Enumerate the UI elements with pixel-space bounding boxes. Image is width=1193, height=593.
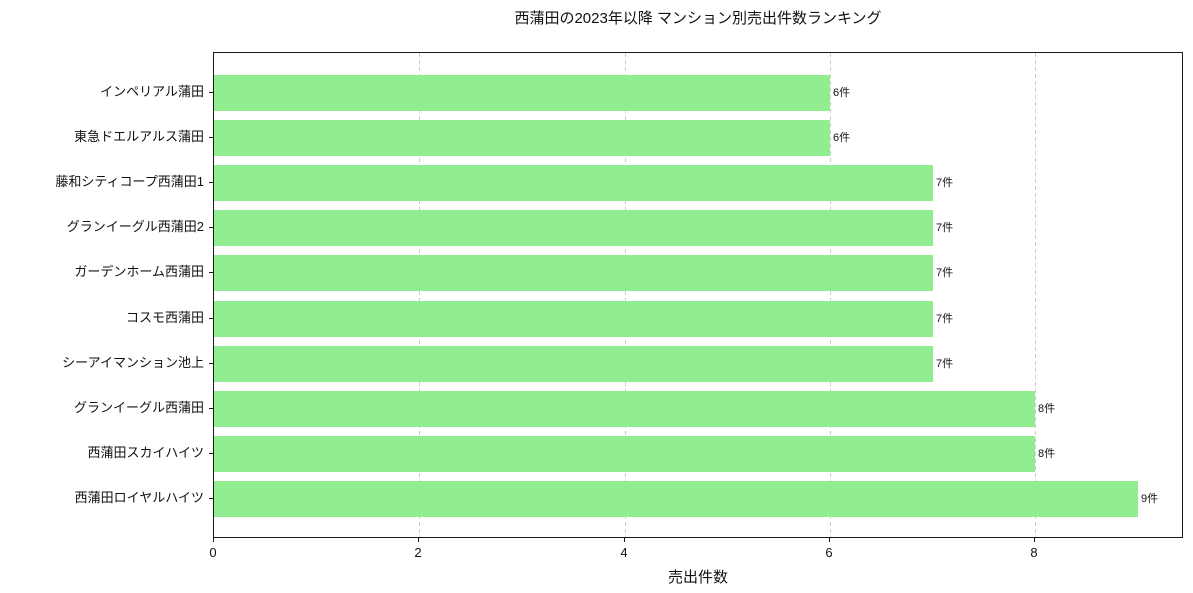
bar <box>214 436 1035 472</box>
y-tick-label: インペリアル蒲田 <box>100 84 204 99</box>
y-tick-mark <box>209 453 213 454</box>
bar <box>214 210 933 246</box>
gridline <box>625 53 626 537</box>
y-tick-label: 西蒲田ロイヤルハイツ <box>74 490 204 505</box>
bar-value-label: 8件 <box>1038 448 1056 460</box>
x-tick-mark <box>829 538 830 542</box>
y-tick-label: 西蒲田スカイハイツ <box>87 445 204 460</box>
y-tick-label: グランイーグル西蒲田2 <box>66 219 204 234</box>
bar-value-label: 9件 <box>1141 493 1159 505</box>
x-tick-label: 2 <box>414 545 422 560</box>
bar-value-label: 7件 <box>936 313 954 325</box>
y-tick-mark <box>209 137 213 138</box>
bar <box>214 255 933 291</box>
y-tick-label: ガーデンホーム西蒲田 <box>74 264 204 279</box>
y-tick-mark <box>209 498 213 499</box>
gridline <box>830 53 831 537</box>
bar-value-label: 7件 <box>936 267 954 279</box>
bar <box>214 481 1138 517</box>
bar <box>214 391 1035 427</box>
x-axis-label: 売出件数 <box>667 569 728 586</box>
bar-value-label: 7件 <box>936 222 954 234</box>
y-tick-label: 東急ドエルアルス蒲田 <box>74 129 204 144</box>
y-tick-mark <box>209 182 213 183</box>
bar-value-label: 8件 <box>1038 403 1056 415</box>
y-tick-mark <box>209 227 213 228</box>
bar-value-label: 7件 <box>936 358 954 370</box>
bar <box>214 346 933 382</box>
chart-title: 西蒲田の2023年以降 マンション別売出件数ランキング <box>514 10 882 27</box>
bar <box>214 75 830 111</box>
bar-value-label: 6件 <box>833 132 851 144</box>
x-tick-label: 8 <box>1030 545 1038 560</box>
bar <box>214 165 933 201</box>
x-tick-label: 0 <box>209 545 217 560</box>
y-tick-label: シーアイマンション池上 <box>62 355 204 370</box>
y-tick-mark <box>209 408 213 409</box>
gridline <box>1035 53 1036 537</box>
plot-area: 6件 6件 7件 7件 7件 7件 7件 8件 8件 9件 <box>213 52 1183 538</box>
y-tick-label: 藤和シティコープ西蒲田1 <box>55 174 204 189</box>
bar-value-label: 6件 <box>833 87 851 99</box>
x-tick-label: 6 <box>825 545 833 560</box>
y-tick-label: グランイーグル西蒲田 <box>73 400 204 415</box>
bar <box>214 301 933 337</box>
x-tick-mark <box>624 538 625 542</box>
y-tick-mark <box>209 363 213 364</box>
x-tick-mark <box>213 538 214 542</box>
bar <box>214 120 830 156</box>
gridline <box>419 53 420 537</box>
x-tick-mark <box>1034 538 1035 542</box>
y-tick-label: コスモ西蒲田 <box>125 310 204 325</box>
y-tick-mark <box>209 318 213 319</box>
x-tick-label: 4 <box>620 545 628 560</box>
y-tick-mark <box>209 92 213 93</box>
bar-value-label: 7件 <box>936 177 954 189</box>
y-tick-mark <box>209 272 213 273</box>
x-tick-mark <box>418 538 419 542</box>
